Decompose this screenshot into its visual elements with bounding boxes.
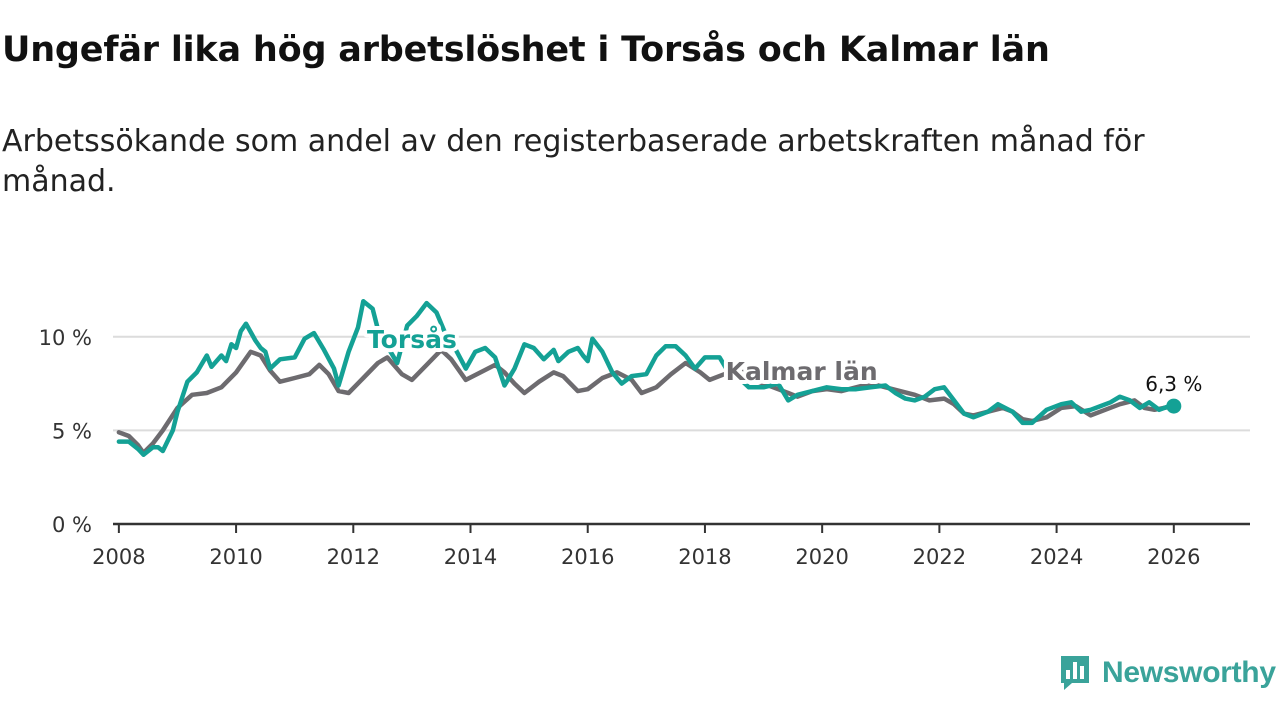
x-tick-label: 2010 [209, 545, 262, 569]
newsworthy-logo: Newsworthy [1058, 652, 1276, 694]
end-value-label: 6,3 % [1145, 372, 1202, 396]
x-tick-label: 2014 [444, 545, 497, 569]
series-line-1 [116, 298, 1177, 457]
x-tick-label: 2022 [913, 545, 966, 569]
x-tick-label: 2024 [1030, 545, 1083, 569]
x-tick-label: 2018 [678, 545, 731, 569]
x-tick-label: 2016 [561, 545, 614, 569]
series-label-0: Kalmar län [726, 357, 878, 386]
series-line-0 [116, 347, 1177, 456]
grid-layer [113, 335, 1250, 432]
x-tick-label: 2020 [795, 545, 848, 569]
series-label-1: Torsås [367, 325, 457, 354]
end-point-marker [1166, 398, 1182, 414]
bar-chart-icon [1061, 656, 1089, 690]
x-tick-label: 2026 [1147, 545, 1200, 569]
axis-layer: 0 % 5 % 10 % 2008 2010 2012 2014 2016 2018 2020 20… [39, 326, 1250, 569]
label-layer: Kalmar län Torsås 6,3 % [363, 321, 1202, 414]
y-tick-label: 0 % [52, 513, 92, 537]
y-tick-label: 5 % [52, 419, 92, 443]
chart-title: Ungefär lika hög arbetslöshet i Torsås o… [2, 30, 1050, 70]
brand-name: Newsworthy [1102, 656, 1276, 689]
x-tick-label: 2012 [327, 545, 380, 569]
x-tick-label: 2008 [92, 545, 145, 569]
series-layer [116, 298, 1177, 457]
y-tick-label: 10 % [39, 326, 92, 350]
chart-subtitle: Arbetssökande som andel av den registerb… [2, 124, 1145, 199]
